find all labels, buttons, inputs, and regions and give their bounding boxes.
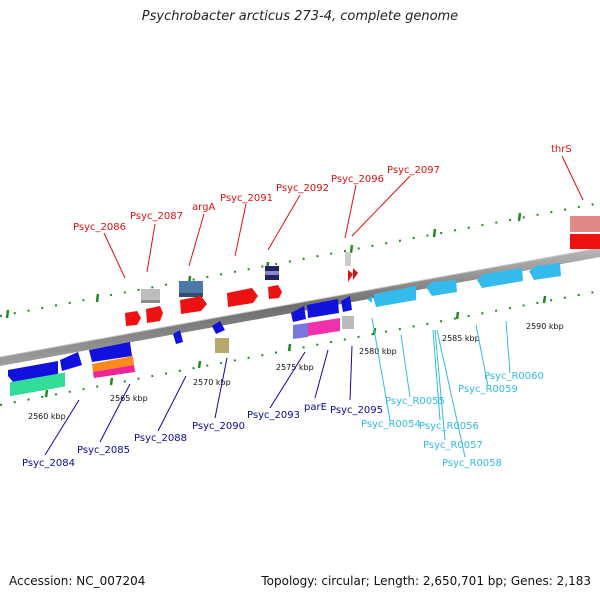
rrna-psyc-r0058 xyxy=(477,268,523,288)
top-callouts xyxy=(103,155,584,279)
scale-label: 2570 kbp xyxy=(193,378,231,387)
gene-psyc-2095 xyxy=(342,316,354,329)
rna-labels: Psyc_R0054 Psyc_R0055 Psyc_R0056 Psyc_R0… xyxy=(361,371,544,469)
label-psyc-r0055: Psyc_R0055 xyxy=(385,396,445,407)
label-psyc-2087: Psyc_2087 xyxy=(130,211,183,222)
gene-blue-mid xyxy=(212,321,225,334)
label-psyc-r0057: Psyc_R0057 xyxy=(423,440,483,451)
label-psyc-2084: Psyc_2084 xyxy=(22,458,75,469)
gene-psyc-2091 xyxy=(227,288,258,307)
label-psyc-2090: Psyc_2090 xyxy=(192,421,245,432)
rna-callouts xyxy=(371,317,511,458)
label-psyc-r0058: Psyc_R0058 xyxy=(442,458,502,469)
scale-label: 2590 kbp xyxy=(526,322,564,331)
gene-psyc-2088 xyxy=(173,330,183,344)
gene-teal xyxy=(10,372,65,397)
gene-psyc-2096 xyxy=(345,252,351,266)
label-psyc-r0056: Psyc_R0056 xyxy=(419,421,479,432)
rrna-psyc-r0054 xyxy=(367,296,372,303)
label-psyc-2095: Psyc_2095 xyxy=(330,405,383,416)
forward-genes xyxy=(125,216,600,326)
gene-red-2089 xyxy=(180,296,207,314)
gene-red-2086 xyxy=(125,311,141,326)
gene-orange xyxy=(92,356,134,372)
gene-arga xyxy=(179,281,203,296)
accession-text: Accession: NC_007204 xyxy=(9,574,146,588)
rrna-genes xyxy=(367,263,561,307)
bottom-labels: Psyc_2084 Psyc_2085 Psyc_2088 Psyc_2090 … xyxy=(22,402,383,469)
label-psyc-2091: Psyc_2091 xyxy=(220,193,273,204)
rrna-psyc-r0060 xyxy=(529,263,561,280)
scale-label: 2585 kbp xyxy=(442,334,480,343)
label-psyc-2085: Psyc_2085 xyxy=(77,445,130,456)
label-psyc-2086: Psyc_2086 xyxy=(73,222,126,233)
gene-psyc-2085 xyxy=(89,342,132,362)
bottom-callouts xyxy=(44,345,353,456)
map-title: Psychrobacter arcticus 273-4, complete g… xyxy=(141,9,459,24)
top-labels: Psyc_2086 Psyc_2087 argA Psyc_2091 Psyc_… xyxy=(73,144,572,233)
gene-psyc-2084 xyxy=(8,361,58,382)
gene-red-2092b xyxy=(268,285,282,299)
label-pare: parE xyxy=(304,402,327,413)
label-psyc-r0059: Psyc_R0059 xyxy=(458,384,518,395)
label-psyc-r0054: Psyc_R0054 xyxy=(361,419,421,430)
upper-dotted-guide xyxy=(0,202,600,317)
label-arga: argA xyxy=(192,202,215,213)
gene-psyc-2087 xyxy=(141,289,160,303)
gene-psyc-2093 xyxy=(291,306,306,322)
label-psyc-2093: Psyc_2093 xyxy=(247,410,300,421)
topology-summary: Topology: circular; Length: 2,650,701 bp… xyxy=(261,574,591,588)
label-psyc-2088: Psyc_2088 xyxy=(134,433,187,444)
label-psyc-2092: Psyc_2092 xyxy=(276,183,329,194)
genome-backbone xyxy=(0,247,600,366)
reverse-genes xyxy=(8,296,354,397)
rrna-psyc-r0055 xyxy=(374,286,416,307)
label-psyc-r0060: Psyc_R0060 xyxy=(484,371,544,382)
gene-psyc-2097 xyxy=(348,270,353,282)
label-thrs: thrS xyxy=(551,144,572,155)
label-psyc-2097: Psyc_2097 xyxy=(387,165,440,176)
gene-psyc-2090 xyxy=(215,338,229,353)
scale-label: 2560 kbp xyxy=(28,412,66,421)
gene-thrs xyxy=(570,216,600,232)
label-psyc-2096: Psyc_2096 xyxy=(331,174,384,185)
gene-pare xyxy=(293,323,308,339)
rrna-psyc-r0056 xyxy=(426,280,457,296)
scale-label: 2565 kbp xyxy=(110,394,148,403)
gene-red-2088a xyxy=(146,306,163,323)
